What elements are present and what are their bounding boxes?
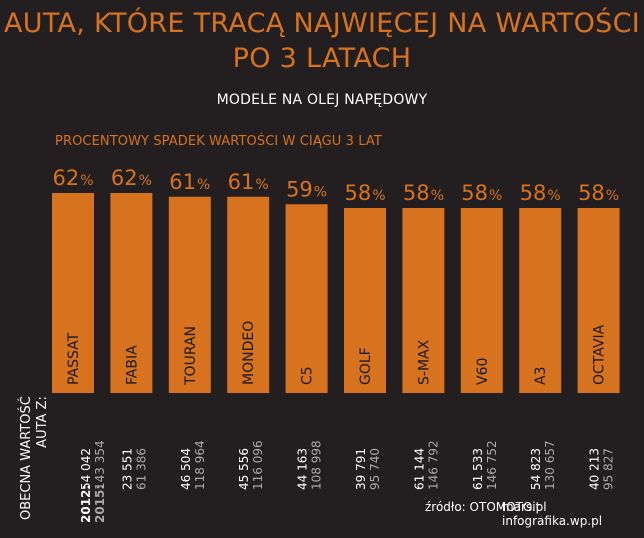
data-label: 61% [228, 170, 269, 194]
bar [344, 208, 386, 393]
category-label: OCTAVIA [592, 324, 608, 385]
value-2012: 40 213 [588, 448, 602, 490]
data-label: 58% [578, 181, 619, 205]
title-line-2: PO 3 LATACH [232, 43, 412, 74]
value-2015: 146 792 [426, 440, 440, 490]
data-label: 58% [344, 181, 385, 205]
value-2015: 108 998 [310, 440, 324, 490]
bar [227, 196, 270, 393]
year-label-2015: 2015: [93, 485, 107, 523]
source-label: źródło: OTOMOTO.pl [425, 500, 547, 514]
bar [402, 208, 445, 393]
data-label: 58% [520, 181, 561, 205]
value-2012: 45 556 [237, 448, 251, 490]
value-2012: 61 144 [412, 448, 426, 490]
category-label: V60 [475, 358, 491, 385]
value-2015: 61 386 [134, 448, 148, 490]
category-label: TOURAN [183, 326, 199, 386]
value-2015: 116 096 [251, 440, 265, 490]
category-label: PASSAT [66, 332, 82, 385]
page-title: AUTA, KTÓRE TRACĄ NAJWIĘCEJ NA WARTOŚCI … [0, 6, 644, 76]
chart-header: PROCENTOWY SPADEK WARTOŚCI W CIĄGU 3 LAT [55, 134, 382, 149]
value-2015: 146 752 [485, 440, 499, 490]
value-2012: 54 823 [529, 448, 543, 490]
category-label: FABIA [124, 345, 140, 385]
bar [110, 193, 153, 393]
subtitle: MODELE NA OLEJ NAPĘDOWY [216, 92, 428, 108]
category-label: MONDEO [241, 321, 257, 385]
value-2012: 23 551 [120, 448, 134, 490]
value-2012: 61 533 [471, 448, 485, 490]
value-2015: 95 827 [602, 448, 616, 490]
value-2012: 54 042 [79, 448, 93, 490]
value-2015: 143 354 [93, 440, 107, 490]
data-label: 62% [111, 166, 152, 190]
data-label: 58% [461, 181, 502, 205]
value-axis-caption-line1: OBECNA WARTOŚĆ [19, 396, 34, 520]
value-2012: 39 791 [354, 448, 368, 490]
bar [460, 208, 503, 393]
value-2015: 118 964 [193, 440, 207, 490]
value-axis-caption-line2: AUTA Z: [35, 396, 50, 448]
title-line-1: AUTA, KTÓRE TRACĄ NAJWIĘCEJ NA WARTOŚCI [3, 8, 641, 39]
bar [52, 193, 94, 393]
category-label: C5 [300, 366, 316, 385]
value-2012: 44 163 [296, 448, 310, 490]
category-label: S-MAX [416, 339, 432, 385]
data-label: 62% [52, 166, 93, 190]
bar [168, 196, 211, 393]
category-label: A3 [533, 367, 549, 385]
credit-label: marsit infografika.wp.pl [502, 500, 603, 528]
year-label-2012: 2012: [79, 485, 93, 523]
bar [577, 208, 620, 393]
bar [519, 208, 562, 393]
value-2015: 95 740 [368, 448, 382, 490]
category-label: GOLF [358, 347, 374, 385]
value-2012: 46 504 [179, 448, 193, 490]
value-2015: 130 657 [543, 440, 557, 490]
data-label: 59% [286, 177, 327, 201]
data-label: 61% [169, 170, 210, 194]
bar [285, 204, 328, 393]
data-label: 58% [403, 181, 444, 205]
